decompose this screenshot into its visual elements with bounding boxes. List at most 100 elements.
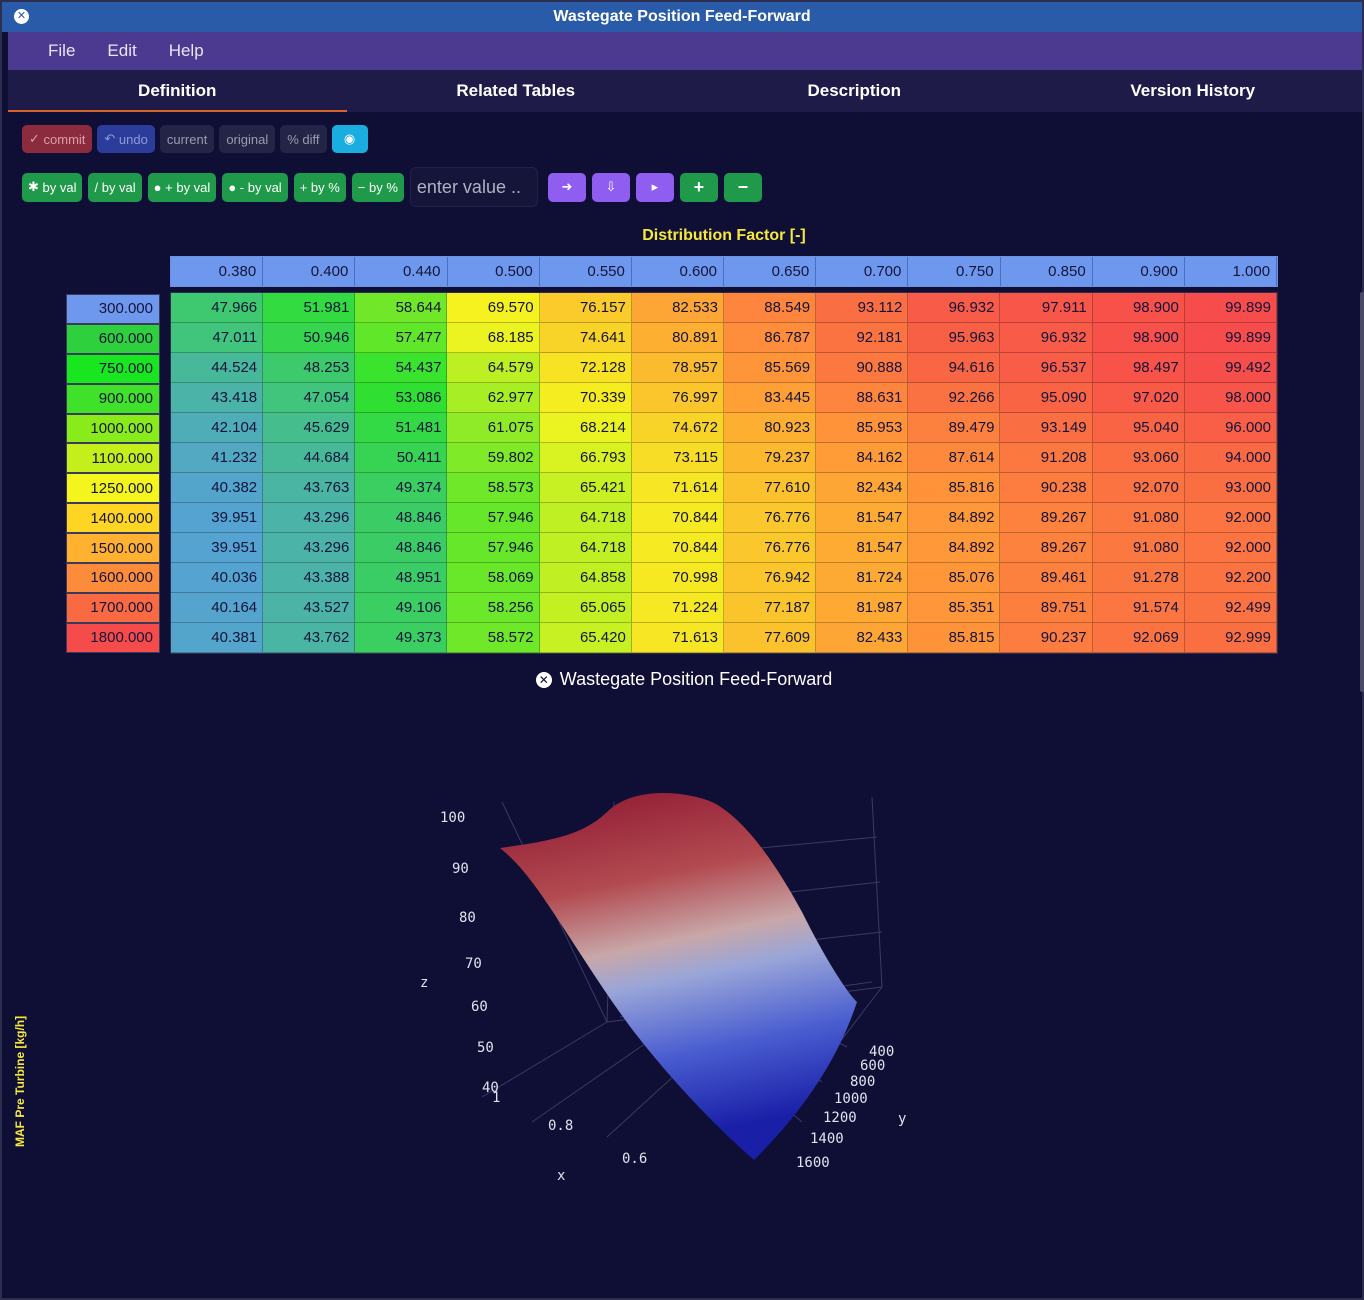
table-cell[interactable]: 48.846 xyxy=(355,533,448,563)
table-cell[interactable]: 90.888 xyxy=(816,353,909,383)
multiply-by-value-button[interactable]: ✱ by val xyxy=(22,172,83,202)
original-button[interactable]: original xyxy=(219,125,276,153)
table-cell[interactable]: 43.763 xyxy=(263,473,356,503)
table-cell[interactable]: 70.844 xyxy=(631,533,724,563)
table-cell[interactable]: 41.232 xyxy=(171,443,264,473)
table-cell[interactable]: 77.187 xyxy=(723,593,817,623)
column-header-cell[interactable]: 0.440 xyxy=(355,257,448,286)
table-cell[interactable]: 99.492 xyxy=(1184,353,1277,383)
table-cell[interactable]: 59.802 xyxy=(447,443,540,473)
table-cell[interactable]: 44.524 xyxy=(171,353,264,383)
table-cell[interactable]: 96.932 xyxy=(1000,323,1093,353)
table-cell[interactable]: 48.951 xyxy=(355,563,448,593)
row-header-cell[interactable]: 750.000 xyxy=(66,353,160,384)
table-cell[interactable]: 50.411 xyxy=(355,443,448,473)
table-cell[interactable]: 43.388 xyxy=(263,563,356,593)
table-cell[interactable]: 48.846 xyxy=(355,503,448,533)
table-cell[interactable]: 80.923 xyxy=(723,413,817,443)
table-cell[interactable]: 98.900 xyxy=(1092,323,1185,353)
table-cell[interactable]: 97.020 xyxy=(1092,383,1185,413)
table-cell[interactable]: 64.718 xyxy=(539,533,632,563)
column-header-cell[interactable]: 1.000 xyxy=(1184,257,1278,286)
table-cell[interactable]: 81.547 xyxy=(816,503,909,533)
table-cell[interactable]: 82.434 xyxy=(816,473,909,503)
table-cell[interactable]: 85.953 xyxy=(816,413,909,443)
table-cell[interactable]: 58.069 xyxy=(447,563,540,593)
table-cell[interactable]: 85.815 xyxy=(908,623,1001,653)
column-header-cell[interactable]: 0.380 xyxy=(171,257,264,286)
interpolate-button[interactable]: ▸ xyxy=(635,172,674,202)
table-cell[interactable]: 85.816 xyxy=(908,473,1001,503)
column-header-cell[interactable]: 0.500 xyxy=(447,257,540,286)
add-by-percent-button[interactable]: + by % xyxy=(293,172,346,202)
table-cell[interactable]: 94.000 xyxy=(1184,443,1277,473)
table-cell[interactable]: 96.000 xyxy=(1184,413,1277,443)
menu-file[interactable]: File xyxy=(48,41,76,60)
table-cell[interactable]: 97.911 xyxy=(1000,293,1093,323)
subtract-by-percent-button[interactable]: − by % xyxy=(351,172,404,202)
table-cell[interactable]: 43.296 xyxy=(263,533,356,563)
increment-button[interactable]: + xyxy=(679,172,718,202)
table-cell[interactable]: 43.418 xyxy=(171,383,264,413)
table-cell[interactable]: 64.718 xyxy=(539,503,632,533)
close-icon[interactable]: ✕ xyxy=(14,9,29,24)
table-cell[interactable]: 79.237 xyxy=(723,443,817,473)
table-cell[interactable]: 92.070 xyxy=(1092,473,1185,503)
table-cell[interactable]: 84.892 xyxy=(908,533,1001,563)
tab-description[interactable]: Description xyxy=(807,81,902,100)
current-button[interactable]: current xyxy=(159,125,215,153)
table-cell[interactable]: 50.946 xyxy=(263,323,356,353)
table-cell[interactable]: 47.011 xyxy=(171,323,264,353)
table-cell[interactable]: 92.999 xyxy=(1184,623,1277,653)
table-cell[interactable]: 89.267 xyxy=(1000,503,1093,533)
table-cell[interactable]: 70.844 xyxy=(631,503,724,533)
column-header-cell[interactable]: 0.650 xyxy=(724,257,817,286)
table-cell[interactable]: 39.951 xyxy=(171,533,264,563)
table-cell[interactable]: 98.497 xyxy=(1092,353,1185,383)
column-header-cell[interactable]: 0.850 xyxy=(1000,257,1093,286)
table-cell[interactable]: 91.208 xyxy=(1000,443,1093,473)
table-cell[interactable]: 73.115 xyxy=(631,443,724,473)
table-cell[interactable]: 76.776 xyxy=(723,503,817,533)
table-cell[interactable]: 47.966 xyxy=(171,293,264,323)
table-cell[interactable]: 87.614 xyxy=(908,443,1001,473)
table-cell[interactable]: 88.631 xyxy=(816,383,909,413)
table-cell[interactable]: 96.932 xyxy=(908,293,1001,323)
table-cell[interactable]: 89.461 xyxy=(1000,563,1093,593)
close-plot-icon[interactable]: ✕ xyxy=(535,671,552,688)
table-cell[interactable]: 92.499 xyxy=(1184,593,1277,623)
table-cell[interactable]: 43.527 xyxy=(263,593,356,623)
table-cell[interactable]: 91.278 xyxy=(1092,563,1185,593)
table-cell[interactable]: 43.762 xyxy=(263,623,356,653)
table-cell[interactable]: 58.572 xyxy=(447,623,540,653)
table-cell[interactable]: 95.040 xyxy=(1092,413,1185,443)
table-cell[interactable]: 65.420 xyxy=(539,623,632,653)
table-cell[interactable]: 92.069 xyxy=(1092,623,1185,653)
row-header-cell[interactable]: 1500.000 xyxy=(66,533,160,564)
table-cell[interactable]: 65.421 xyxy=(539,473,632,503)
table-cell[interactable]: 91.574 xyxy=(1092,593,1185,623)
row-header-cell[interactable]: 1700.000 xyxy=(66,592,160,623)
table-cell[interactable]: 93.112 xyxy=(816,293,909,323)
row-header-cell[interactable]: 1600.000 xyxy=(66,563,160,593)
table-cell[interactable]: 98.900 xyxy=(1092,293,1185,323)
tab-definition[interactable]: Definition xyxy=(8,70,347,112)
table-cell[interactable]: 81.547 xyxy=(816,533,909,563)
table-cell[interactable]: 65.065 xyxy=(539,593,632,623)
fill-right-button[interactable]: ➜ xyxy=(547,172,586,202)
decrement-button[interactable]: − xyxy=(723,172,762,202)
undo-button[interactable]: ↶ undo xyxy=(97,125,155,153)
table-cell[interactable]: 58.644 xyxy=(355,293,448,323)
column-header-cell[interactable]: 0.400 xyxy=(263,257,356,286)
menu-edit[interactable]: Edit xyxy=(107,41,137,60)
table-cell[interactable]: 91.080 xyxy=(1092,503,1185,533)
table-cell[interactable]: 39.951 xyxy=(171,503,264,533)
column-header-cell[interactable]: 0.900 xyxy=(1092,257,1185,286)
table-cell[interactable]: 92.000 xyxy=(1184,503,1277,533)
tab-version-history[interactable]: Version History xyxy=(1130,81,1256,100)
table-cell[interactable]: 90.237 xyxy=(1000,623,1093,653)
table-cell[interactable]: 83.445 xyxy=(723,383,817,413)
table-cell[interactable]: 74.672 xyxy=(631,413,724,443)
row-header-cell[interactable]: 1000.000 xyxy=(66,413,160,444)
table-cell[interactable]: 71.614 xyxy=(631,473,724,503)
